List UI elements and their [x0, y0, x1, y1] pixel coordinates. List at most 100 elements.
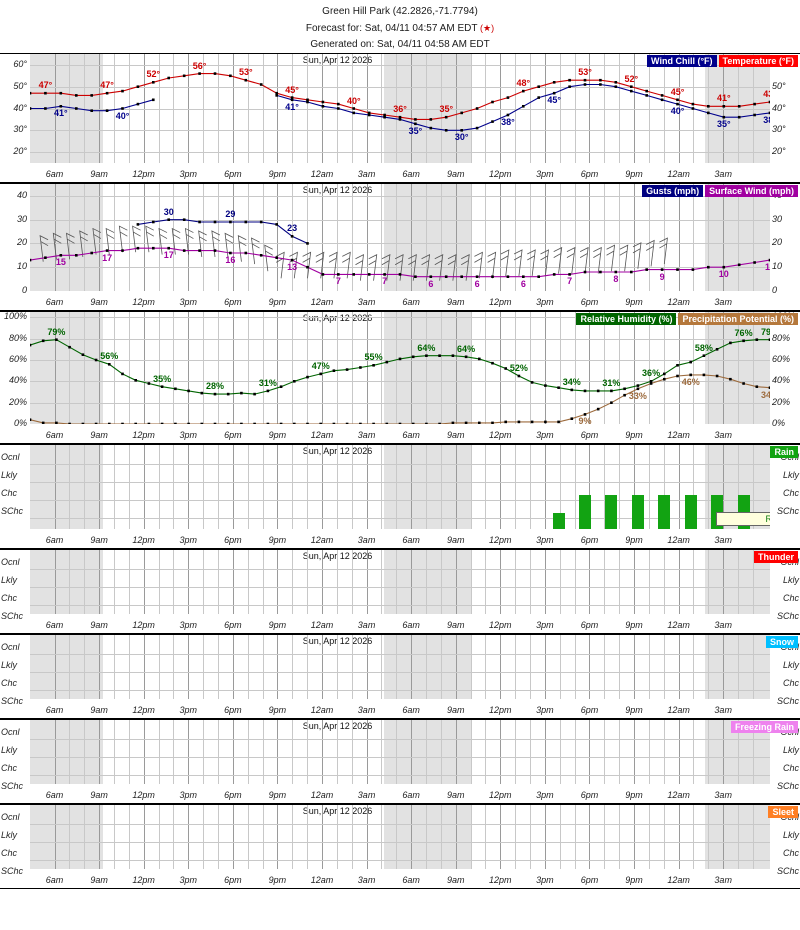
- x-axis-tick-label: 3am: [357, 535, 376, 545]
- vertical-gridline: [619, 184, 620, 291]
- data-point: [522, 89, 525, 93]
- x-axis-tick-label: 3pm: [179, 535, 198, 545]
- data-point: [429, 126, 433, 130]
- legend-chip[interactable]: Sleet: [768, 806, 798, 818]
- vertical-gridline: [619, 805, 620, 869]
- y-axis-tick-label: 0: [772, 285, 778, 295]
- vertical-gridline: [84, 720, 85, 784]
- wx-probability-bar[interactable]: [684, 495, 697, 529]
- x-axis-tick-label: 9pm: [268, 790, 287, 800]
- vertical-gridline: [322, 312, 323, 424]
- x-axis-tick-label: 12am: [310, 297, 334, 307]
- data-point: [636, 384, 640, 387]
- wx-probability-bar[interactable]: [658, 495, 671, 529]
- vertical-gridline: [708, 54, 709, 163]
- legend-chip[interactable]: Precipitation Potential (%): [678, 313, 798, 325]
- star-icon[interactable]: (★): [480, 23, 495, 33]
- x-axis-tick-label: 12pm: [132, 705, 155, 715]
- wx-level-label: Chc: [1, 488, 18, 498]
- legend-chip[interactable]: Relative Humidity (%): [576, 313, 677, 325]
- vertical-gridline: [188, 635, 189, 699]
- wx-level-label: Lkly: [1, 575, 18, 585]
- wx-level-label: Ocnl: [1, 557, 20, 567]
- vertical-gridline: [515, 312, 516, 424]
- vertical-gridline: [664, 54, 665, 163]
- vertical-gridline: [99, 805, 100, 869]
- data-point: [160, 422, 164, 424]
- vertical-gridline: [485, 550, 486, 614]
- vertical-gridline: [649, 54, 650, 163]
- vertical-gridline: [173, 54, 174, 163]
- vertical-gridline: [352, 312, 353, 424]
- data-point: [596, 389, 600, 393]
- y-axis-tick-label: 0%: [772, 418, 786, 428]
- y-axis-tick-label: 0%: [13, 418, 27, 428]
- y-axis-tick-label: 50°: [13, 80, 27, 91]
- horizontal-gridline: [30, 152, 770, 153]
- x-axis-tick-label: 12am: [310, 620, 334, 630]
- vertical-gridline: [738, 550, 739, 614]
- vertical-gridline: [664, 445, 665, 529]
- legend-chip[interactable]: Thunder: [754, 551, 798, 563]
- legend-chip[interactable]: Snow: [766, 636, 798, 648]
- data-point: [460, 129, 463, 132]
- vertical-gridline: [441, 550, 442, 614]
- vertical-gridline: [173, 445, 174, 529]
- horizontal-gridline: [30, 569, 770, 570]
- data-point: [30, 91, 32, 95]
- vertical-gridline: [441, 720, 442, 784]
- vertical-gridline: [604, 635, 605, 699]
- vertical-gridline: [619, 445, 620, 529]
- legend-chip[interactable]: Gusts (mph): [642, 185, 704, 197]
- vertical-gridline: [144, 445, 145, 529]
- vertical-gridline: [500, 720, 501, 784]
- wx-probability-bar[interactable]: [631, 495, 644, 529]
- horizontal-gridline: [30, 518, 770, 519]
- vertical-gridline: [738, 720, 739, 784]
- data-point: [75, 254, 78, 257]
- night-shading-band: [704, 635, 770, 699]
- wx-probability-bar[interactable]: [579, 495, 591, 529]
- vertical-gridline: [649, 805, 650, 869]
- vertical-gridline: [723, 550, 724, 614]
- data-point: [30, 343, 32, 347]
- wx-level-label: Lkly: [782, 745, 799, 755]
- x-axis-tick-label: 6pm: [580, 297, 599, 307]
- vertical-gridline: [307, 54, 308, 163]
- data-point: [105, 109, 109, 112]
- thunder-panel-legend: Thunder: [754, 551, 798, 563]
- legend-chip[interactable]: Surface Wind (mph): [705, 185, 798, 197]
- data-point: [506, 113, 510, 117]
- vertical-gridline: [500, 550, 501, 614]
- legend-chip[interactable]: Temperature (°F): [718, 55, 798, 67]
- horizontal-gridline: [30, 243, 770, 244]
- data-point: [491, 120, 494, 123]
- data-point: [737, 263, 741, 267]
- data-point: [460, 111, 463, 115]
- horizontal-gridline: [30, 690, 770, 691]
- horizontal-gridline: [30, 605, 770, 606]
- legend-chip[interactable]: Rain: [770, 446, 798, 458]
- data-point: [44, 107, 47, 110]
- vertical-gridline: [545, 550, 546, 614]
- data-point: [568, 85, 571, 88]
- vertical-gridline: [307, 720, 308, 784]
- x-axis-tick-label: 6pm: [224, 535, 242, 545]
- data-point: [599, 83, 602, 86]
- wx-probability-bar[interactable]: [552, 513, 565, 529]
- legend-chip[interactable]: Freezing Rain: [730, 721, 798, 733]
- x-axis-tick-label: 12am: [667, 705, 690, 715]
- x-axis: 6am 9am 12pm 3pm 6pm 9pm 12am 3am 6am 9am 12pm 3pm 6…: [0, 426, 800, 442]
- y-axis-tick-label: 40: [16, 189, 27, 200]
- legend-chip[interactable]: Wind Chill (°F): [647, 55, 717, 67]
- vertical-gridline: [515, 54, 516, 163]
- wx-probability-bar[interactable]: [605, 495, 618, 529]
- data-point: [596, 407, 600, 411]
- data-point: [352, 111, 355, 115]
- vertical-gridline: [352, 720, 353, 784]
- freezing-rain-panel-plot: [30, 720, 770, 784]
- vertical-gridline: [411, 805, 412, 869]
- vertical-gridline: [441, 54, 442, 163]
- vertical-gridline: [679, 54, 680, 163]
- vertical-gridline: [575, 184, 576, 291]
